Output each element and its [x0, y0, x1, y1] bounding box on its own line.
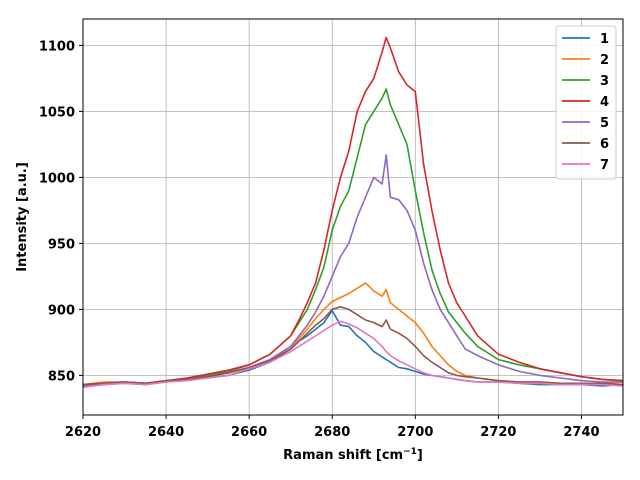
legend-label-1: 1	[600, 32, 609, 47]
y-axis: 850 900 950 1000 1050 1100	[39, 39, 83, 384]
series-line-3	[82, 88, 624, 387]
legend-label-7: 7	[600, 158, 609, 173]
x-axis-label-sup: −1	[403, 447, 417, 457]
legend-box	[555, 25, 617, 180]
x-tick-label: 2700	[397, 425, 433, 440]
y-axis-label: Intensity [a.u.]	[15, 162, 30, 272]
y-tick-label: 900	[48, 303, 75, 318]
x-tick-label: 2740	[563, 425, 599, 440]
y-tick-label: 1050	[39, 105, 75, 120]
legend-label-3: 3	[600, 74, 609, 89]
x-axis-label-main: Raman shift [cm	[283, 448, 403, 463]
series-line-4	[82, 36, 624, 386]
x-tick-label: 2620	[65, 425, 101, 440]
legend-label-2: 2	[600, 53, 609, 68]
x-axis-label-end: ]	[417, 448, 423, 463]
legend-label-5: 5	[600, 116, 609, 131]
y-tick-label: 1000	[39, 171, 75, 186]
series-line-5	[82, 154, 623, 387]
axes-frame	[82, 18, 624, 416]
series-line-7	[82, 320, 624, 389]
plot-area	[82, 36, 624, 389]
y-tick-label: 950	[48, 237, 75, 252]
legend-label-6: 6	[600, 137, 609, 152]
series-line-1	[82, 309, 624, 387]
y-tick-label: 1100	[39, 39, 75, 54]
grid	[82, 19, 623, 415]
x-tick-label: 2660	[231, 425, 267, 440]
y-tick-label: 850	[48, 369, 75, 384]
x-axis-label: Raman shift [cm−1]	[283, 447, 423, 463]
x-tick-label: 2680	[314, 425, 350, 440]
legend: 1 2 3 4 5 6 7	[555, 25, 617, 180]
legend-label-4: 4	[600, 95, 609, 110]
x-tick-label: 2640	[148, 425, 184, 440]
x-axis: 2620 2640 2660 2680 2700 2720 2740	[65, 415, 600, 440]
series-line-6	[82, 306, 624, 386]
x-tick-label: 2720	[480, 425, 516, 440]
